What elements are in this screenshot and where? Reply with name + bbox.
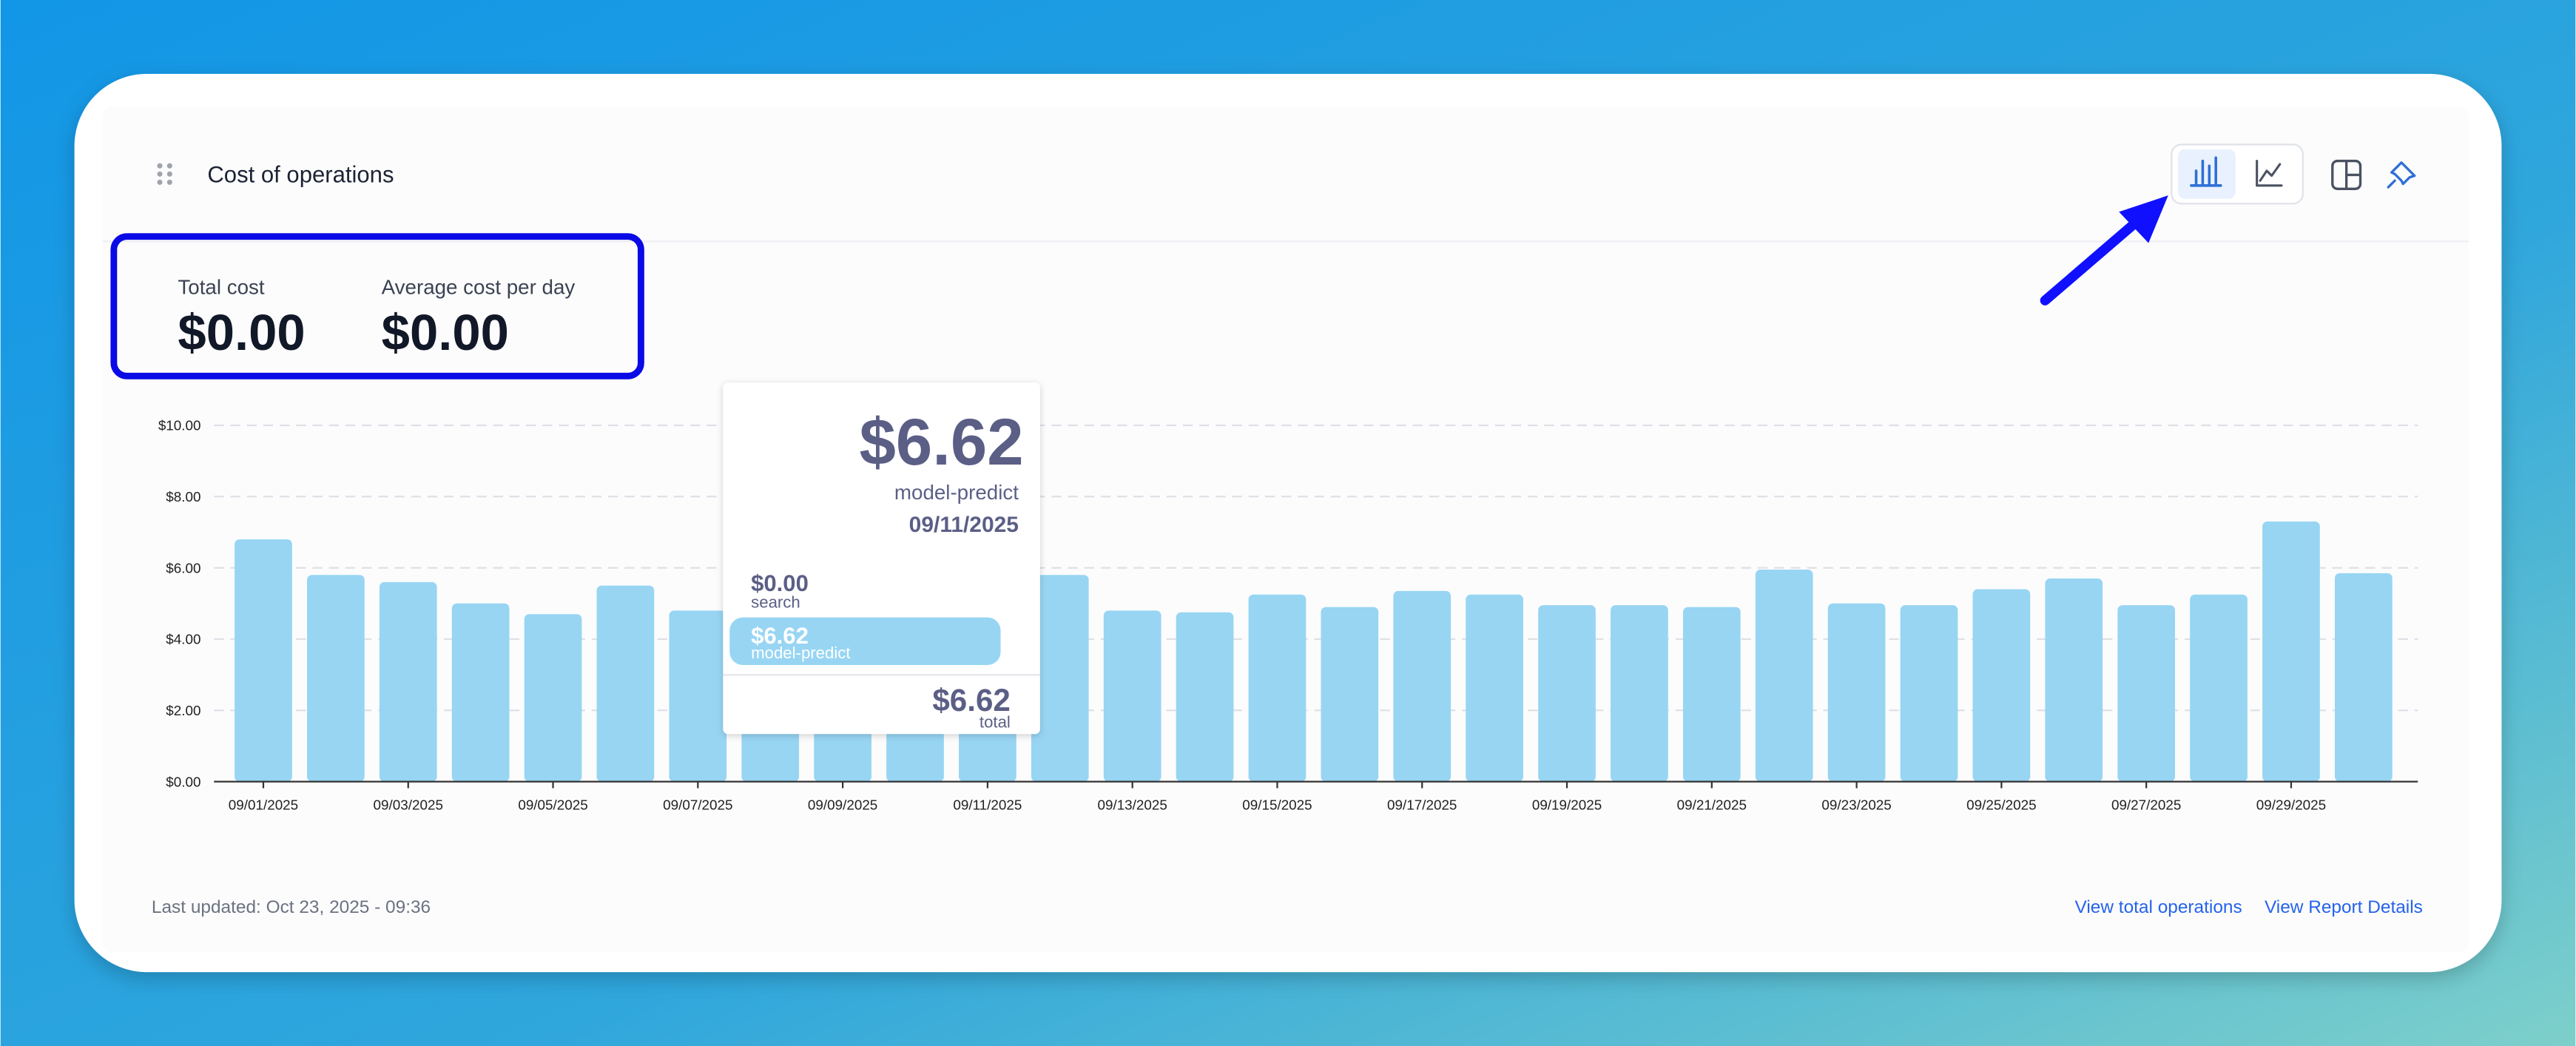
x-tick-label: 09/15/2025 — [1242, 797, 1312, 812]
link[interactable]: View total operations — [2075, 897, 2242, 917]
tooltip-row-value: $0.00 — [751, 570, 809, 596]
bar — [1900, 605, 1958, 782]
tooltip-row-name: search — [751, 593, 800, 611]
bar — [2262, 521, 2320, 782]
x-tick-label: 09/23/2025 — [1821, 797, 1891, 812]
x-tick-label: 09/21/2025 — [1677, 797, 1747, 812]
bar — [2045, 578, 2103, 782]
link[interactable]: View Report Details — [2265, 897, 2423, 917]
tooltip-date: 09/11/2025 — [909, 513, 1019, 537]
y-tick-label: $6.00 — [166, 560, 200, 576]
y-tick-label: $2.00 — [166, 703, 200, 718]
drag-handle[interactable] — [157, 163, 172, 185]
bar — [1031, 575, 1089, 782]
pin-button[interactable] — [2387, 161, 2416, 189]
bar — [1682, 607, 1741, 782]
panel-title: Cost of operations — [207, 161, 394, 187]
bar — [235, 539, 292, 782]
x-tick-label: 09/07/2025 — [663, 797, 732, 812]
y-tick-label: $4.00 — [166, 632, 200, 647]
bar — [1972, 589, 2031, 782]
bar — [1103, 610, 1161, 782]
bar-chart-button[interactable] — [2178, 149, 2236, 199]
tooltip-row-name: model-predict — [751, 644, 850, 662]
tooltip-row-value: $6.62 — [751, 623, 809, 649]
tooltip-highlight — [729, 617, 1001, 666]
bar — [2334, 573, 2393, 782]
y-tick-label: $8.00 — [166, 489, 200, 505]
bar — [1827, 603, 1886, 782]
bar — [1466, 594, 1523, 782]
bar — [596, 585, 655, 782]
bar — [1538, 605, 1596, 782]
bar — [1321, 607, 1379, 782]
annotation-arrow — [2040, 195, 2168, 306]
highlight-box — [110, 233, 644, 379]
x-tick-label: 09/25/2025 — [1966, 797, 2036, 812]
x-tick-label: 09/01/2025 — [229, 797, 298, 812]
tooltip-value: $6.62 — [859, 405, 1023, 479]
summary-label: Average cost per day — [382, 275, 576, 298]
bar — [2117, 605, 2176, 782]
tooltip: $6.62 model-predict 09/11/2025 $0.00 sea… — [723, 382, 1040, 735]
line-chart-icon — [2256, 159, 2283, 187]
x-tick-label: 09/19/2025 — [1532, 797, 1602, 812]
bar — [1176, 612, 1234, 782]
bar — [1611, 605, 1668, 782]
tooltip-series: model-predict — [894, 481, 1019, 504]
bar — [1393, 590, 1451, 782]
x-tick-label: 09/17/2025 — [1387, 797, 1457, 812]
x-tick-label: 09/11/2025 — [953, 797, 1022, 812]
x-tick-label: 09/13/2025 — [1097, 797, 1167, 812]
plot: $0.00 $2.00 $4.00 $6.00 $8.00 $10.00 09/01/202… — [158, 418, 2418, 812]
tooltip-total-value: $6.62 — [932, 683, 1011, 718]
bar — [1248, 594, 1306, 782]
x-tick-label: 09/03/2025 — [374, 797, 443, 812]
bar — [2190, 594, 2248, 782]
summary-label: Total cost — [178, 275, 264, 298]
summary-value: $0.00 — [178, 304, 305, 361]
bar — [1755, 570, 1813, 782]
last-updated: Last updated: Oct 23, 2025 - 09:36 — [152, 897, 431, 917]
bar-chart-icon — [2190, 156, 2222, 187]
y-tick-label: $10.00 — [158, 418, 201, 433]
x-tick-label: 09/29/2025 — [2256, 797, 2326, 812]
x-tick-label: 09/27/2025 — [2111, 797, 2181, 812]
bar — [524, 614, 582, 782]
bar — [669, 610, 727, 782]
x-tick-label: 09/05/2025 — [518, 797, 587, 812]
summary-value: $0.00 — [382, 304, 509, 361]
tooltip-total-name: total — [980, 712, 1011, 731]
bar — [379, 581, 437, 782]
y-tick-label: $0.00 — [166, 774, 200, 789]
x-tick-label: 09/09/2025 — [808, 797, 877, 812]
bar — [451, 603, 510, 782]
bar — [307, 575, 365, 782]
layout-button[interactable] — [2331, 159, 2362, 190]
